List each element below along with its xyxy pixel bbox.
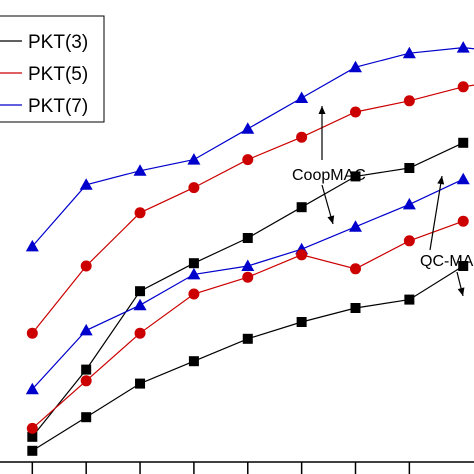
- data-point-circle: [457, 81, 469, 93]
- data-point-square: [350, 303, 361, 313]
- data-point-triangle: [456, 41, 470, 53]
- data-point-square: [81, 364, 92, 375]
- data-point-circle: [457, 215, 469, 227]
- data-point-triangle: [25, 382, 39, 395]
- data-point-circle: [350, 263, 361, 275]
- data-point-circle: [26, 422, 38, 434]
- annotation-arrow-qcmac-up: [429, 175, 443, 251]
- annotation-arrow-coopmac-down-head: [327, 215, 335, 224]
- data-point-square: [458, 261, 469, 271]
- series-line: [31, 178, 464, 390]
- data-point-triangle: [133, 298, 147, 311]
- data-point-triangle: [349, 220, 362, 232]
- data-point-square: [350, 171, 361, 182]
- data-point-triangle: [79, 178, 93, 190]
- annotation-coopmac: CoopMAC: [292, 167, 366, 184]
- data-point-circle: [403, 235, 415, 247]
- data-point-square: [81, 412, 92, 423]
- data-point-triangle: [187, 153, 201, 165]
- legend-label: PKT(5): [28, 64, 88, 85]
- data-point-triangle: [402, 46, 416, 59]
- annotation-layer: CoopMAC QC-MAC: [292, 106, 474, 297]
- series-line: [31, 265, 464, 452]
- data-point-square: [27, 431, 38, 442]
- annotation-qcmac: QC-MAC: [420, 253, 474, 270]
- series-coopmac-pkt5: [26, 81, 474, 339]
- legend-item-pkt5: PKT(5): [0, 64, 88, 85]
- series-line: [31, 46, 474, 247]
- data-point-circle: [80, 260, 92, 272]
- data-point-triangle: [187, 267, 201, 280]
- annotation-arrow-qcmac-down-head: [457, 287, 465, 296]
- data-point-circle: [350, 106, 361, 118]
- data-point-circle: [296, 249, 308, 261]
- data-point-circle: [188, 288, 200, 300]
- legend-label: PKT(3): [28, 32, 88, 53]
- data-point-triangle: [79, 323, 93, 336]
- legend-item-pkt3: PKT(3): [0, 32, 88, 53]
- data-point-square: [135, 286, 146, 297]
- series-qc-mac-pkt3: [27, 261, 469, 456]
- data-point-square: [27, 445, 38, 456]
- series-coopmac-pkt7: [25, 41, 474, 252]
- data-point-square: [242, 333, 253, 344]
- data-point-triangle: [25, 239, 39, 252]
- series-coopmac-pkt3: [27, 137, 469, 442]
- legend-label: PKT(7): [28, 96, 88, 117]
- data-point-circle: [188, 182, 200, 194]
- data-point-square: [135, 378, 146, 389]
- data-point-triangle: [402, 197, 416, 210]
- legend-box: [0, 15, 105, 123]
- series-qc-mac-pkt5: [26, 215, 469, 434]
- series-layer: [25, 41, 474, 456]
- data-point-circle: [80, 375, 92, 387]
- data-point-triangle: [133, 164, 147, 176]
- legend: PKT(3) PKT(5) PKT(7): [0, 15, 105, 123]
- data-point-square: [296, 317, 307, 327]
- data-point-circle: [296, 131, 308, 143]
- data-point-circle: [134, 327, 146, 339]
- data-point-square: [188, 258, 199, 269]
- data-point-circle: [242, 271, 254, 283]
- data-point-circle: [26, 327, 38, 339]
- data-point-circle: [403, 95, 415, 107]
- data-point-square: [404, 294, 415, 305]
- data-point-square: [296, 202, 307, 213]
- series-line: [31, 84, 474, 334]
- data-point-square: [188, 356, 199, 367]
- data-point-square: [458, 137, 469, 148]
- x-axis: [0, 461, 474, 474]
- annotation-arrow-qcmac-up-head: [437, 176, 445, 185]
- data-point-circle: [242, 154, 254, 166]
- series-line: [31, 142, 464, 438]
- data-point-triangle: [349, 60, 362, 73]
- data-point-triangle: [241, 122, 255, 134]
- legend-item-pkt7: PKT(7): [0, 96, 88, 117]
- data-point-circle: [134, 207, 146, 219]
- data-point-square: [242, 233, 253, 243]
- data-point-triangle: [456, 172, 470, 185]
- data-point-triangle: [295, 91, 309, 103]
- data-point-square: [404, 163, 415, 173]
- annotation-arrow-coopmac-up-head: [318, 106, 326, 114]
- data-point-triangle: [241, 259, 255, 271]
